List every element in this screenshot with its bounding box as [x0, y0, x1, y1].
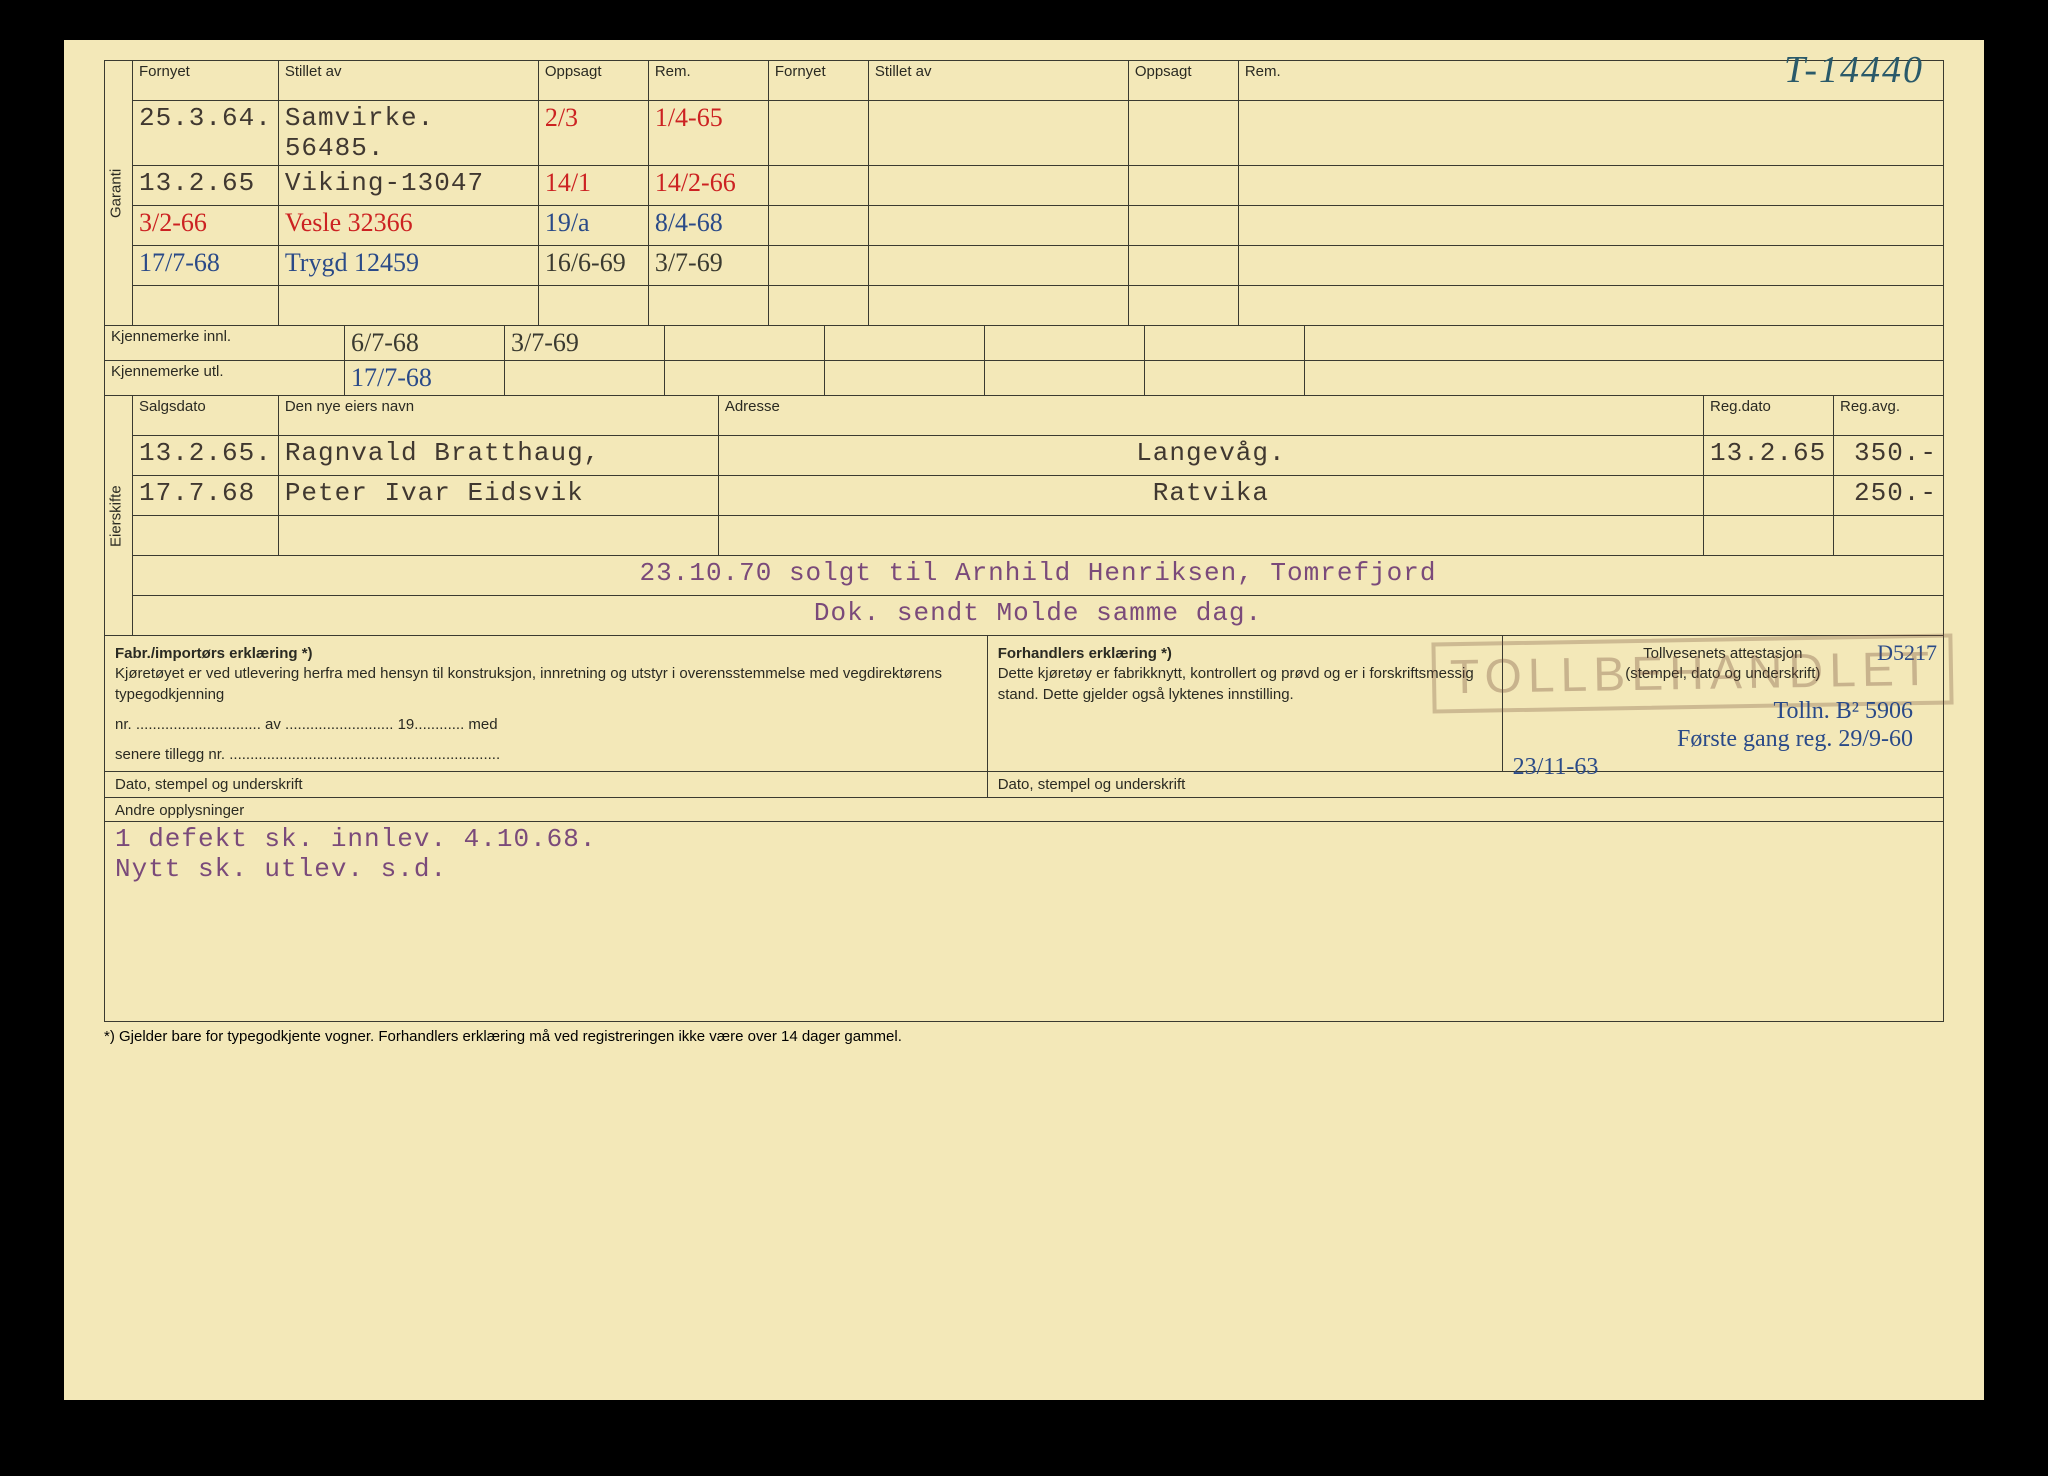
e0-dato: 13.2.65.: [139, 438, 272, 468]
e1-regavg: 250.-: [1854, 478, 1937, 508]
e0-navn: Ragnvald Bratthaug,: [285, 438, 600, 468]
dsu-2: Dato, stempel og underskrift: [987, 772, 1943, 798]
g0-stillet: Samvirke. 56485.: [285, 103, 434, 163]
e0-regdato: 13.2.65: [1710, 438, 1826, 468]
eier-row: 13.2.65. Ragnvald Bratthaug, Langevåg. 1…: [105, 436, 1944, 476]
kj-innl-1: 3/7-69: [511, 328, 579, 357]
hdr-stillet-l: Stillet av: [278, 61, 538, 101]
e1-adresse: Ratvika: [1153, 478, 1269, 508]
andre-label: Andre opplysninger: [105, 798, 1944, 822]
kj-innl-label: Kjennemerke innl.: [105, 326, 345, 361]
kj-utl-label: Kjennemerke utl.: [105, 361, 345, 396]
fabr-title: Fabr./importørs erklæring *): [115, 645, 313, 662]
document-number: T-14440: [1784, 48, 1924, 92]
g2-stillet: Vesle 32366: [285, 208, 413, 237]
e-hdr-regdato: Reg.dato: [1704, 396, 1834, 436]
eier-note-2: Dok. sendt Molde samme dag.: [814, 598, 1262, 628]
garanti-row: 25.3.64. Samvirke. 56485. 2/3 1/4-65: [105, 101, 1944, 166]
hdr-oppsagt-r: Oppsagt: [1128, 61, 1238, 101]
eier-note-row: 23.10.70 solgt til Arnhild Henriksen, To…: [105, 556, 1944, 596]
dsu-1: Dato, stempel og underskrift: [105, 772, 988, 798]
e-hdr-regavg: Reg.avg.: [1834, 396, 1944, 436]
garanti-row: 13.2.65 Viking-13047 14/1 14/2-66: [105, 166, 1944, 206]
eier-note-1: 23.10.70 solgt til Arnhild Henriksen, To…: [640, 558, 1437, 588]
forh-title: Forhandlers erklæring *): [998, 645, 1172, 662]
andre-line2: Nytt sk. utlev. s.d.: [115, 854, 1933, 884]
fabr-line: nr. .............................. av ..…: [115, 715, 977, 735]
hdr-fornyet-r: Fornyet: [768, 61, 868, 101]
eierskifte-table: Eierskifte Salgsdato Den nye eiers navn …: [104, 395, 1944, 636]
kjennemerke-table: Kjennemerke innl. 6/7-68 3/7-69 Kjenneme…: [104, 325, 1944, 396]
fabr-text: Kjøretøyet er ved utlevering herfra med …: [115, 664, 977, 705]
g1-fornyet: 13.2.65: [139, 168, 255, 198]
e-hdr-dato: Salgsdato: [133, 396, 279, 436]
g3-oppsagt: 16/6-69: [545, 248, 626, 277]
garanti-label: Garanti: [105, 61, 133, 326]
andre-table: Andre opplysninger 1 defekt sk. innlev. …: [104, 797, 1944, 1022]
toll-sig2: Første gang reg. 29/9-60: [1677, 724, 1913, 755]
g1-stillet: Viking-13047: [285, 168, 484, 198]
e0-regavg: 350.-: [1854, 438, 1937, 468]
g3-fornyet: 17/7-68: [139, 248, 220, 277]
garanti-row: [105, 286, 1944, 326]
e1-navn: Peter Ivar Eidsvik: [285, 478, 584, 508]
garanti-row: 3/2-66 Vesle 32366 19/a 8/4-68: [105, 206, 1944, 246]
g2-rem: 8/4-68: [655, 208, 723, 237]
g0-rem: 1/4-65: [655, 103, 723, 132]
andre-line1: 1 defekt sk. innlev. 4.10.68.: [115, 824, 1933, 854]
declarations-table: Fabr./importørs erklæring *) Kjøretøyet …: [104, 635, 1944, 798]
registration-card: T-14440 Garanti Fornyet Stillet av Oppsa…: [64, 40, 1984, 1400]
kj-utl-0: 17/7-68: [351, 363, 432, 392]
g2-oppsagt: 19/a: [545, 208, 590, 237]
eier-row: 17.7.68 Peter Ivar Eidsvik Ratvika 250.-: [105, 476, 1944, 516]
e-hdr-navn: Den nye eiers navn: [278, 396, 718, 436]
garanti-row: 17/7-68 Trygd 12459 16/6-69 3/7-69: [105, 246, 1944, 286]
g3-rem: 3/7-69: [655, 248, 723, 277]
fabr-line2: senere tillegg nr. .....................…: [115, 745, 977, 765]
hdr-rem-l: Rem.: [648, 61, 768, 101]
forh-text: Dette kjøretøy er fabrikknytt, kontrolle…: [998, 664, 1492, 705]
hdr-oppsagt-l: Oppsagt: [538, 61, 648, 101]
kj-innl-0: 6/7-68: [351, 328, 419, 357]
toll-sig1: Tolln. B² 5906: [1773, 696, 1913, 727]
g1-rem: 14/2-66: [655, 168, 736, 197]
e1-dato: 17.7.68: [139, 478, 255, 508]
hdr-fornyet-l: Fornyet: [133, 61, 279, 101]
garanti-table: Garanti Fornyet Stillet av Oppsagt Rem. …: [104, 60, 1944, 326]
hdr-stillet-r: Stillet av: [868, 61, 1128, 101]
toll-sig3: 23/11-63: [1513, 752, 1599, 783]
eierskifte-label: Eierskifte: [105, 396, 133, 636]
footnote: *) Gjelder bare for typegodkjente vogner…: [104, 1022, 1944, 1045]
g3-stillet: Trygd 12459: [285, 248, 419, 277]
g0-oppsagt: 2/3: [545, 103, 578, 132]
e0-adresse: Langevåg.: [1136, 438, 1285, 468]
g0-fornyet: 25.3.64.: [139, 103, 272, 133]
g1-oppsagt: 14/1: [545, 168, 591, 197]
e-hdr-adresse: Adresse: [718, 396, 1703, 436]
eier-row: [105, 516, 1944, 556]
g2-fornyet: 3/2-66: [139, 208, 207, 237]
eier-note-row: Dok. sendt Molde samme dag.: [105, 596, 1944, 636]
